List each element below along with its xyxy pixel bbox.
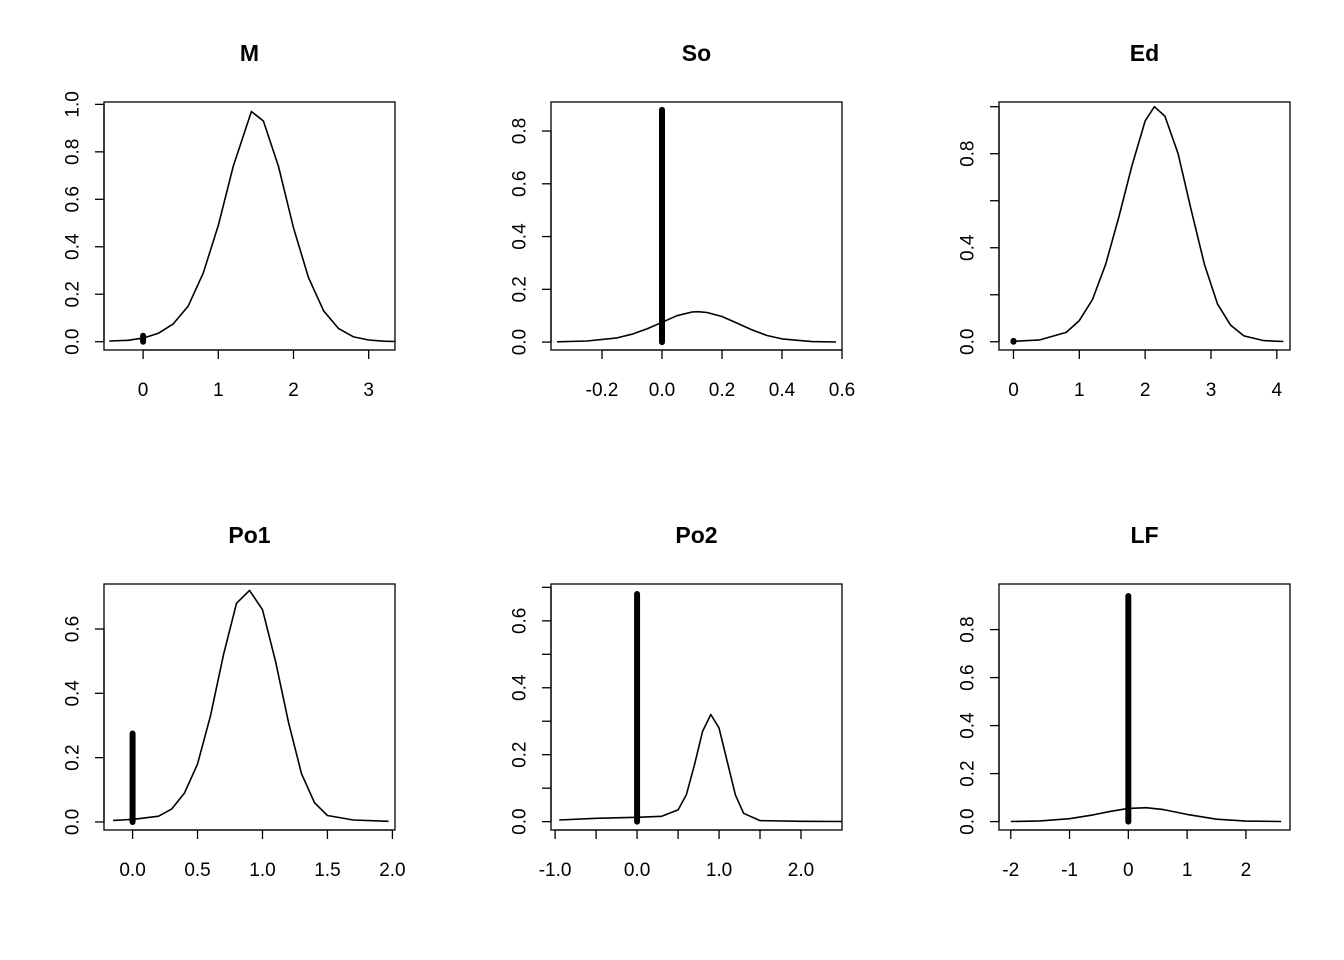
y-tick-label: 0.6 — [958, 664, 979, 690]
y-tick-label: 0.0 — [63, 328, 84, 354]
x-tick-label: 0.5 — [184, 860, 210, 881]
x-tick-label: 0.6 — [829, 380, 855, 401]
y-tick-label: 0.0 — [958, 329, 979, 355]
plot-frame — [998, 101, 1291, 351]
density-curve — [559, 713, 843, 823]
chart-title: LF — [1130, 522, 1158, 548]
x-tick-label: 0 — [138, 380, 149, 401]
x-tick-label: 2 — [1241, 860, 1252, 881]
chart-title: M — [240, 40, 259, 66]
x-tick-label: 1.0 — [249, 860, 275, 881]
density-curve — [1013, 105, 1284, 343]
plot-frame — [550, 101, 843, 351]
y-tick-label: 0.6 — [510, 171, 531, 197]
plot-frame — [998, 583, 1291, 831]
x-tick-label: 0 — [1123, 860, 1134, 881]
y-tick-label: 0.6 — [510, 608, 531, 634]
x-tick-label: 0.0 — [649, 380, 675, 401]
x-tick-label: 0.0 — [624, 860, 650, 881]
x-tick-label: 3 — [363, 380, 374, 401]
y-tick-label: 0.4 — [958, 712, 979, 739]
y-tick-label: 0.8 — [510, 118, 531, 144]
x-tick-label: 0.4 — [769, 380, 796, 401]
density-curve — [556, 310, 837, 343]
y-tick-label: 0.2 — [510, 276, 531, 302]
density-curve — [1010, 806, 1282, 823]
x-tick-label: -0.2 — [586, 380, 619, 401]
x-tick-label: 0 — [1008, 380, 1019, 401]
x-tick-label: 2 — [288, 380, 299, 401]
x-tick-label: 2.0 — [788, 860, 814, 881]
chart-panel: So -0.2 0.0 0.2 0.4 0.6 0.0 0.2 0.4 0.6 0.8 — [510, 40, 856, 401]
y-tick-label: 0.4 — [510, 674, 531, 701]
y-tick-label: 0.8 — [958, 141, 979, 167]
plot-frame — [103, 101, 396, 351]
y-tick-label: 0.8 — [63, 139, 84, 165]
y-tick-label: 0.2 — [63, 744, 84, 770]
x-tick-label: 1.0 — [706, 860, 732, 881]
x-tick-label: 4 — [1272, 380, 1283, 401]
x-tick-label: -1.0 — [539, 860, 572, 881]
x-tick-label: 1.5 — [314, 860, 340, 881]
y-tick-label: 0.6 — [63, 616, 84, 642]
x-tick-label: 3 — [1206, 380, 1217, 401]
x-tick-label: -1 — [1061, 860, 1078, 881]
y-tick-label: 0.4 — [958, 234, 979, 261]
chart-panel: LF -2 -1 0 1 2 0.0 0.2 0.4 0.6 0.8 — [958, 522, 1291, 881]
density-curve — [109, 110, 396, 343]
chart-panel: Po2 -1.0 0.0 1.0 2.0 0.0 0.2 0.4 0.6 — [510, 522, 843, 881]
chart-panel: Ed 0 1 2 3 4 0.0 0.4 0.8 — [958, 40, 1291, 401]
y-tick-label: 0.2 — [510, 741, 531, 767]
y-tick-label: 0.2 — [63, 281, 84, 307]
x-tick-label: 0.0 — [119, 860, 145, 881]
x-tick-label: 0.2 — [709, 380, 735, 401]
y-tick-label: 0.0 — [510, 329, 531, 355]
x-tick-label: 1 — [213, 380, 224, 401]
y-tick-label: 1.0 — [63, 91, 84, 117]
x-tick-label: -2 — [1002, 860, 1019, 881]
x-tick-label: 2 — [1140, 380, 1151, 401]
y-tick-label: 0.4 — [63, 233, 84, 260]
y-tick-label: 0.4 — [63, 680, 84, 707]
y-tick-label: 0.6 — [63, 186, 84, 212]
y-tick-label: 0.4 — [510, 223, 531, 250]
chart-title: Po2 — [675, 522, 717, 548]
y-tick-label: 0.0 — [958, 808, 979, 834]
y-tick-label: 0.8 — [958, 616, 979, 642]
x-tick-label: 1 — [1074, 380, 1085, 401]
chart-title: So — [682, 40, 711, 66]
chart-panel: Po1 0.0 0.5 1.0 1.5 2.0 0.0 0.2 0.4 0.6 — [63, 522, 406, 881]
plot-frame — [103, 583, 396, 831]
chart-title: Po1 — [228, 522, 270, 548]
y-tick-label: 0.0 — [63, 809, 84, 835]
density-curve — [113, 589, 389, 823]
x-tick-label: 2.0 — [379, 860, 405, 881]
y-tick-label: 0.0 — [510, 808, 531, 834]
chart-title: Ed — [1130, 40, 1159, 66]
x-tick-label: 1 — [1182, 860, 1193, 881]
y-tick-label: 0.2 — [958, 760, 979, 786]
plot-frame — [550, 583, 843, 831]
chart-panel: M 0 1 2 3 0.0 0.2 0.4 0.6 0.8 1.0 — [63, 40, 396, 401]
